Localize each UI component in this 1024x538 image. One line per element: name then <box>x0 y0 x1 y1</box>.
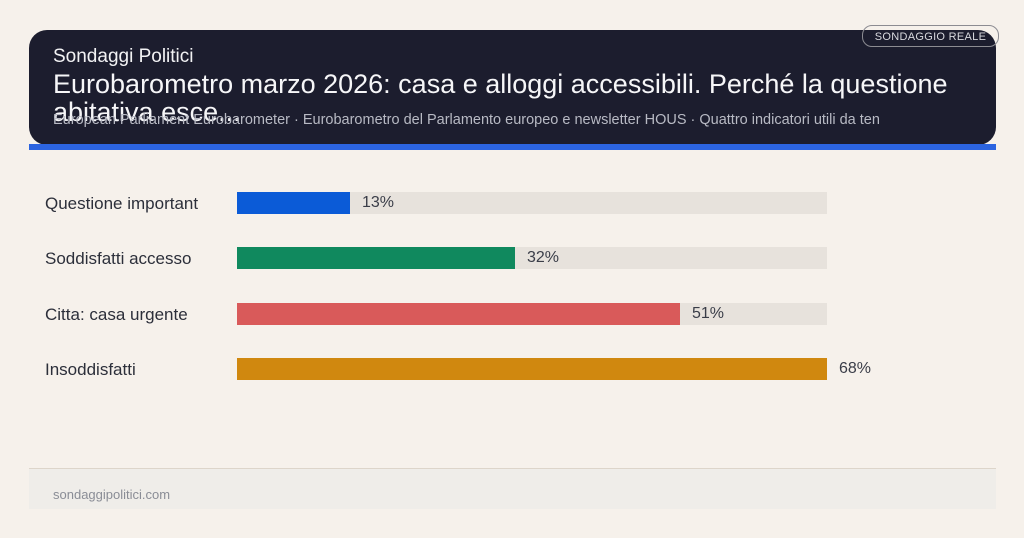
bar-label: Questione important <box>45 194 199 213</box>
bar-track <box>237 192 827 214</box>
accent-divider <box>29 144 996 150</box>
bar-track <box>237 358 827 380</box>
bar-value: 13% <box>362 194 395 211</box>
bar-fill <box>237 247 515 269</box>
bar-label: Insoddisfatti <box>45 360 136 379</box>
footer: sondaggipolitici.com <box>29 468 996 509</box>
bar-fill <box>237 303 680 325</box>
chart-row: Soddisfatti accesso 32% <box>0 247 1024 269</box>
site-link[interactable]: sondaggipolitici.com <box>53 487 171 502</box>
bar-label: Citta: casa urgente <box>45 305 188 324</box>
brand-name: Sondaggi Politici <box>53 46 194 67</box>
source-subtitle: European Parliament Eurobarometer · Euro… <box>53 112 880 128</box>
bar-fill <box>237 358 827 380</box>
bar-fill <box>237 192 350 214</box>
real-poll-badge: SONDAGGIO REALE <box>862 25 999 47</box>
bar-value: 51% <box>692 305 725 322</box>
bar-track <box>237 303 827 325</box>
header-banner: Sondaggi Politici Eurobarometro marzo 20… <box>29 30 996 145</box>
chart-row: Citta: casa urgente 51% <box>0 303 1024 325</box>
bar-track <box>237 247 827 269</box>
chart-row: Questione important 13% <box>0 192 1024 214</box>
chart-row: Insoddisfatti 68% <box>0 358 1024 380</box>
bar-label: Soddisfatti accesso <box>45 249 192 268</box>
bar-value: 68% <box>839 360 872 377</box>
page-title: Eurobarometro marzo 2026: casa e alloggi… <box>53 70 948 126</box>
bar-value: 32% <box>527 249 560 266</box>
